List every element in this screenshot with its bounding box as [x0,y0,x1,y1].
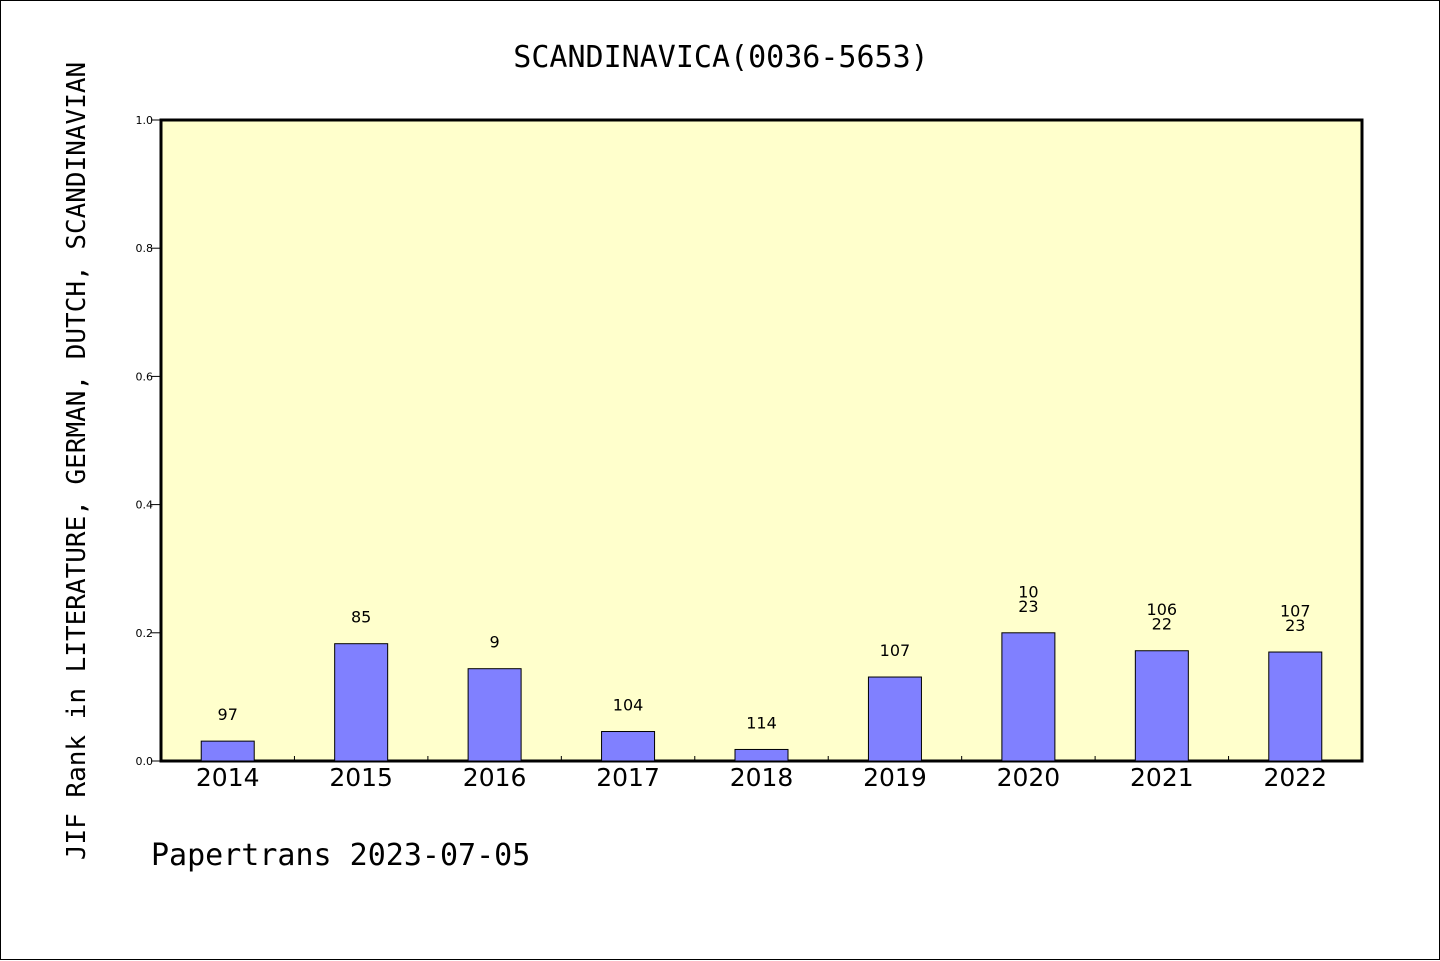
bar-label: 85 [351,608,371,627]
bar-label: 9 [490,633,500,652]
bar-label: 10 [1018,582,1038,601]
bars [200,632,1323,762]
y-axis-ticks: 0.0 0.2 0.4 0.6 0.8 1.0 [136,114,161,768]
x-axis-ticks: 2014 2015 2016 2017 2018 2019 2020 2021 2022 [196,756,1327,792]
x-tick-label: 2018 [730,763,794,792]
chart-title: SCANDINAVICA(0036-5653) [513,40,928,75]
bar-label: 104 [613,696,644,715]
footer-credit: Papertrans 2023-07-05 [151,838,530,873]
bar-label: 107 [1280,602,1311,621]
bar-label: 114 [746,713,777,732]
bar-label: 106 [1147,600,1178,619]
y-tick-label: 0.0 [136,755,154,768]
bar-2016 [467,668,522,762]
y-tick-label: 0.6 [136,370,154,383]
bar-2020 [1001,632,1056,762]
bar-2015 [334,643,389,762]
y-tick-label: 0.4 [136,499,154,512]
x-tick-label: 2021 [1130,763,1194,792]
x-tick-label: 2015 [329,763,393,792]
bar-2017 [601,731,656,762]
x-tick-label: 2019 [863,763,927,792]
x-tick-label: 2020 [997,763,1061,792]
bar-label: 23 [1285,616,1305,635]
y-tick-label: 1.0 [136,114,154,127]
bar-2018 [734,748,789,762]
x-tick-label: 2014 [196,763,260,792]
bar-2021 [1134,650,1189,762]
bar-2014 [200,740,255,762]
bar-2019 [867,676,922,762]
y-axis-label: JIF Rank in LITERATURE, GERMAN, DUTCH, S… [62,62,92,860]
y-tick-label: 0.2 [136,627,154,640]
x-tick-label: 2022 [1263,763,1327,792]
x-tick-label: 2016 [463,763,527,792]
bar-2022 [1268,651,1323,762]
bar-label: 107 [880,641,911,660]
bar-label: 22 [1152,615,1172,634]
bar-label: 97 [218,705,238,724]
y-tick-label: 0.8 [136,242,154,255]
bar-label: 23 [1018,597,1038,616]
x-tick-label: 2017 [596,763,660,792]
